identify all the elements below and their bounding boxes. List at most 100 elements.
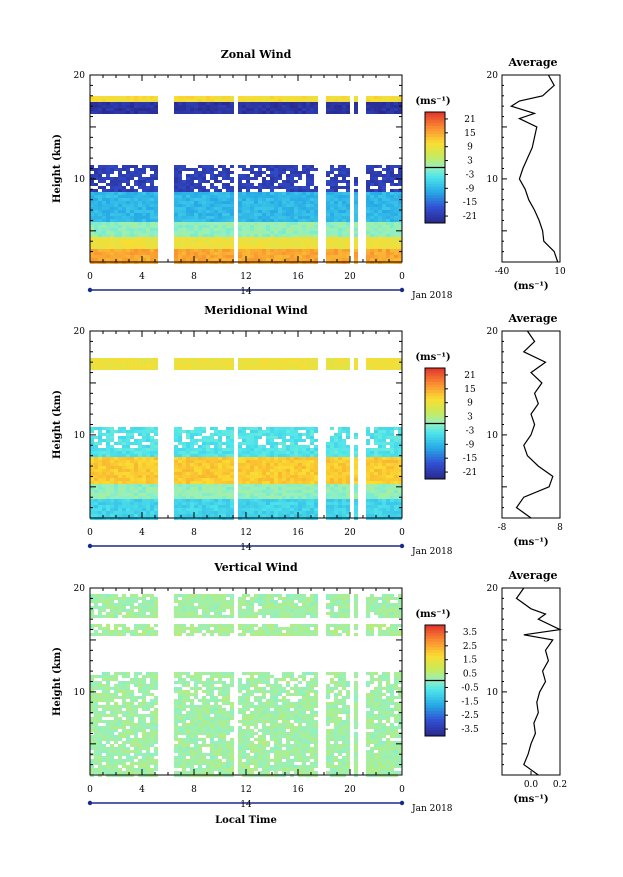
heatmap-cell xyxy=(394,466,398,469)
heatmap-cell xyxy=(114,183,118,186)
heatmap-cell xyxy=(178,234,182,237)
heatmap-cell xyxy=(94,427,98,430)
heatmap-cell xyxy=(186,102,190,105)
heatmap-cell xyxy=(390,487,394,490)
heatmap-cell xyxy=(270,430,274,433)
heatmap-cell xyxy=(186,246,190,249)
heatmap-cell xyxy=(106,96,110,99)
heatmap-cell xyxy=(250,451,254,454)
heatmap-cell xyxy=(130,219,134,222)
heatmap-cell xyxy=(174,490,178,493)
heatmap-cell xyxy=(226,475,230,478)
heatmap-cell xyxy=(98,111,102,114)
heatmap-cell xyxy=(306,249,310,252)
heatmap-cell xyxy=(334,240,338,243)
heatmap-cell xyxy=(130,508,134,511)
heatmap-cell xyxy=(102,451,106,454)
heatmap-cell xyxy=(154,204,158,207)
heatmap-cell xyxy=(222,243,226,246)
heatmap-cell xyxy=(238,231,242,234)
heatmap-cell xyxy=(326,183,330,186)
heatmap-cell xyxy=(346,487,350,490)
heatmap-cell xyxy=(286,222,290,225)
heatmap-cell xyxy=(114,180,118,183)
heatmap-cell xyxy=(286,502,290,505)
heatmap-cell xyxy=(102,165,106,168)
heatmap-cell xyxy=(206,108,210,111)
heatmap-cell xyxy=(218,364,222,367)
heatmap-cell xyxy=(194,186,198,189)
heatmap-cell xyxy=(114,192,118,195)
heatmap-cell xyxy=(230,222,234,225)
heatmap-cell xyxy=(218,240,222,243)
heatmap-cell xyxy=(238,361,242,364)
heatmap-cell xyxy=(294,225,298,228)
heatmap-cell xyxy=(290,451,294,454)
heatmap-cell xyxy=(202,198,206,201)
heatmap-cell xyxy=(266,210,270,213)
heatmap-cell xyxy=(270,433,274,436)
heatmap-cell xyxy=(262,457,266,460)
heatmap-cell xyxy=(210,496,214,499)
heatmap-cell xyxy=(314,189,318,192)
heatmap-cell xyxy=(290,105,294,108)
heatmap-cell xyxy=(386,252,390,255)
heatmap-cell xyxy=(314,252,318,255)
heatmap-cell xyxy=(290,469,294,472)
heatmap-cell xyxy=(178,222,182,225)
heatmap-cell xyxy=(178,457,182,460)
heatmap-cell xyxy=(154,240,158,243)
heatmap-cell xyxy=(130,463,134,466)
heatmap-cell xyxy=(102,469,106,472)
heatmap-cell xyxy=(114,460,118,463)
heatmap-cell xyxy=(398,367,402,370)
heatmap-cell xyxy=(238,472,242,475)
heatmap-cell xyxy=(246,225,250,228)
heatmap-cell xyxy=(90,222,94,225)
heatmap-cell xyxy=(310,502,314,505)
heatmap-cell xyxy=(314,222,318,225)
heatmap-cell xyxy=(118,487,122,490)
heatmap-cell xyxy=(238,463,242,466)
heatmap-cell xyxy=(206,508,210,511)
heatmap-cell xyxy=(266,108,270,111)
heatmap-cell xyxy=(130,472,134,475)
heatmap-cell xyxy=(338,192,342,195)
heatmap-cell xyxy=(246,249,250,252)
heatmap-cell xyxy=(90,364,94,367)
heatmap-cell xyxy=(154,207,158,210)
heatmap-cell xyxy=(338,472,342,475)
heatmap-cell xyxy=(150,210,154,213)
heatmap-cell xyxy=(182,225,186,228)
heatmap-cell xyxy=(94,361,98,364)
heatmap-cell xyxy=(190,174,194,177)
heatmap-cell xyxy=(294,358,298,361)
heatmap-cell xyxy=(370,189,374,192)
heatmap-cell xyxy=(274,436,278,439)
heatmap-cell xyxy=(110,102,114,105)
heatmap-cell xyxy=(150,177,154,180)
heatmap-cell xyxy=(238,427,242,430)
heatmap-cell xyxy=(90,201,94,204)
heatmap-cell xyxy=(286,451,290,454)
heatmap-cell xyxy=(278,472,282,475)
heatmap-cell xyxy=(250,484,254,487)
heatmap-cell xyxy=(122,207,126,210)
heatmap-cell xyxy=(90,430,94,433)
heatmap-cell xyxy=(346,255,350,258)
heatmap-cell xyxy=(190,505,194,508)
heatmap-cell xyxy=(270,364,274,367)
heatmap-cell xyxy=(370,246,374,249)
heatmap-cell xyxy=(174,174,178,177)
heatmap-cell xyxy=(210,493,214,496)
heatmap-cell xyxy=(382,102,386,105)
heatmap-cell xyxy=(290,225,294,228)
heatmap-cell xyxy=(278,508,282,511)
heatmap-cell xyxy=(326,108,330,111)
heatmap-cell xyxy=(254,514,258,517)
heatmap-cell xyxy=(254,210,258,213)
heatmap-cell xyxy=(222,258,226,261)
heatmap-cell xyxy=(202,511,206,514)
heatmap-cell xyxy=(182,234,186,237)
heatmap-cell xyxy=(250,469,254,472)
